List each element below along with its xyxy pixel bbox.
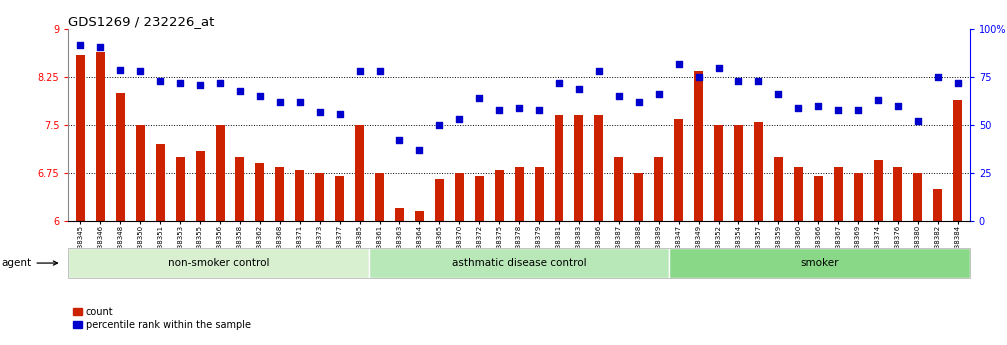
Bar	[670, 248, 970, 278]
Point	[830, 107, 846, 112]
Legend: count, percentile rank within the sample: count, percentile rank within the sample	[74, 307, 251, 330]
Bar	[674, 119, 683, 221]
Point	[451, 117, 467, 122]
Bar	[76, 55, 85, 221]
Point	[491, 107, 508, 112]
Point	[671, 61, 687, 67]
Bar	[594, 116, 603, 221]
Bar	[68, 248, 369, 278]
Bar	[714, 125, 723, 221]
Point	[551, 80, 567, 86]
Bar	[913, 173, 922, 221]
Bar	[535, 167, 544, 221]
Bar	[834, 167, 843, 221]
Bar	[136, 125, 145, 221]
Text: smoker: smoker	[801, 258, 839, 268]
Bar	[814, 176, 823, 221]
Point	[730, 78, 746, 84]
Bar	[634, 173, 643, 221]
Bar	[375, 173, 384, 221]
Point	[331, 111, 347, 116]
Point	[311, 109, 327, 115]
Bar	[455, 173, 464, 221]
Bar	[734, 125, 743, 221]
Point	[192, 82, 208, 88]
Bar	[555, 116, 564, 221]
Point	[571, 86, 587, 91]
Bar	[515, 167, 524, 221]
Point	[531, 107, 547, 112]
Bar	[773, 157, 782, 221]
Bar	[435, 179, 444, 221]
Point	[351, 69, 368, 74]
Bar	[96, 52, 105, 221]
Point	[511, 105, 528, 111]
Point	[770, 92, 786, 97]
Bar	[156, 144, 165, 221]
Bar	[474, 176, 483, 221]
Point	[73, 42, 89, 47]
Point	[630, 99, 646, 105]
Text: asthmatic disease control: asthmatic disease control	[452, 258, 586, 268]
Point	[211, 80, 228, 86]
Point	[272, 99, 288, 105]
Point	[811, 103, 827, 109]
Bar	[116, 93, 125, 221]
Bar	[256, 163, 265, 221]
Point	[431, 122, 447, 128]
Point	[950, 80, 966, 86]
Bar	[175, 157, 184, 221]
Point	[252, 93, 268, 99]
Bar	[574, 116, 583, 221]
Point	[691, 75, 707, 80]
Bar	[694, 71, 703, 221]
Bar	[275, 167, 284, 221]
Text: agent: agent	[1, 258, 57, 268]
Bar	[954, 99, 963, 221]
Point	[890, 103, 906, 109]
Bar	[614, 157, 623, 221]
Point	[372, 69, 388, 74]
Bar	[369, 248, 670, 278]
Bar	[854, 173, 863, 221]
Bar	[415, 211, 424, 221]
Point	[392, 138, 408, 143]
Point	[870, 97, 886, 103]
Bar	[893, 167, 902, 221]
Point	[132, 69, 148, 74]
Point	[790, 105, 807, 111]
Point	[93, 44, 109, 49]
Point	[711, 65, 727, 70]
Bar	[335, 176, 344, 221]
Point	[232, 88, 248, 93]
Text: GDS1269 / 232226_at: GDS1269 / 232226_at	[68, 15, 214, 28]
Bar	[395, 208, 404, 221]
Point	[292, 99, 308, 105]
Bar	[494, 170, 504, 221]
Bar	[754, 122, 763, 221]
Text: non-smoker control: non-smoker control	[168, 258, 270, 268]
Point	[591, 69, 607, 74]
Point	[411, 147, 427, 153]
Point	[651, 92, 667, 97]
Bar	[295, 170, 304, 221]
Bar	[933, 189, 943, 221]
Point	[152, 78, 168, 84]
Point	[929, 75, 946, 80]
Bar	[236, 157, 245, 221]
Point	[910, 118, 926, 124]
Bar	[873, 160, 882, 221]
Bar	[355, 125, 365, 221]
Point	[750, 78, 766, 84]
Bar	[315, 173, 324, 221]
Bar	[655, 157, 664, 221]
Point	[172, 80, 188, 86]
Point	[611, 93, 627, 99]
Bar	[794, 167, 803, 221]
Point	[471, 96, 487, 101]
Point	[112, 67, 128, 72]
Bar	[215, 125, 225, 221]
Point	[850, 107, 866, 112]
Bar	[195, 151, 204, 221]
